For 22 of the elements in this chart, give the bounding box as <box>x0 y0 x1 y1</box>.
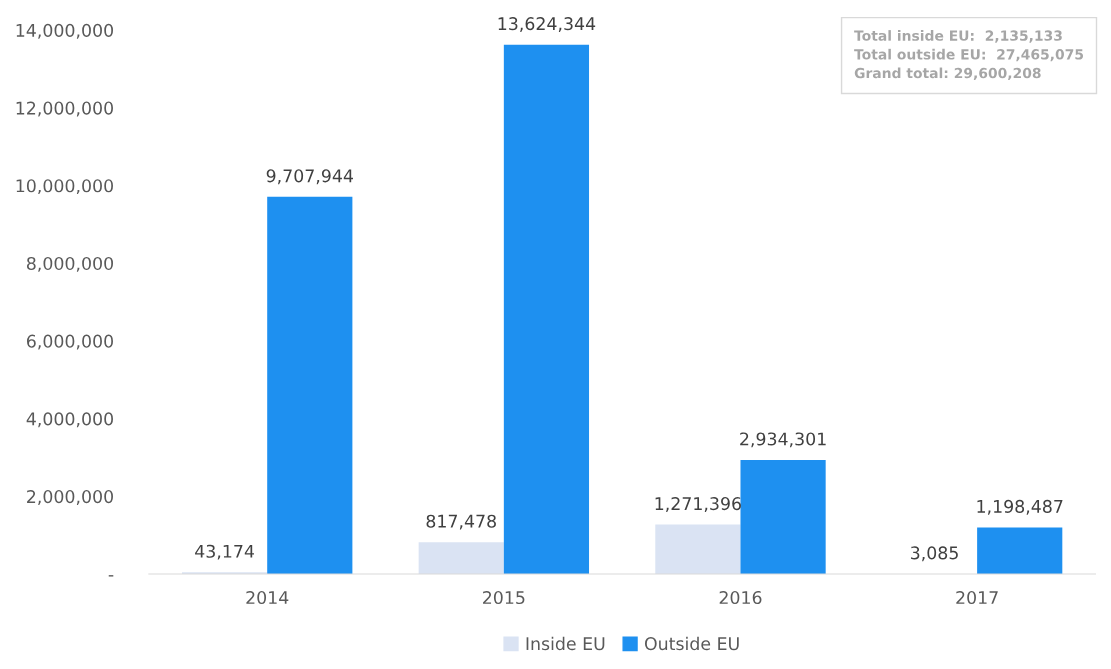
x-tick-label: 2015 <box>483 590 525 605</box>
x-tick-label: 2016 <box>719 590 762 605</box>
data-label: 1,198,487 <box>977 499 1063 515</box>
legend-label: Inside EU <box>526 636 605 651</box>
y-tick-label: 4,000,000 <box>26 412 113 428</box>
y-tick-label: 2,000,000 <box>27 490 113 505</box>
data-label: 9,707,944 <box>266 169 353 185</box>
y-tick-label: 10,000,000 <box>16 179 113 195</box>
x-tick-label: 2017 <box>956 590 998 605</box>
annotation: Total inside EU: 2,135,133 Total outside EU: 27,465,075 Grand total: 29,600,208 <box>854 30 1084 81</box>
legend-label: Outside EU <box>644 636 739 651</box>
y-tick-label: 8,000,000 <box>26 256 113 272</box>
data-label: 43,174 <box>195 544 254 560</box>
y-tick-label: 14,000,000 <box>16 23 113 39</box>
data-label: 2,934,301 <box>740 432 826 448</box>
data-label: 13,624,344 <box>498 17 596 32</box>
data-label: 817,478 <box>426 514 496 530</box>
y-tick-label: - <box>108 575 114 577</box>
x-tick-label: 2014 <box>246 590 289 605</box>
y-tick-label: 12,000,000 <box>16 101 113 117</box>
data-label: 3,085 <box>911 546 958 562</box>
y-tick-label: 6,000,000 <box>27 334 113 350</box>
